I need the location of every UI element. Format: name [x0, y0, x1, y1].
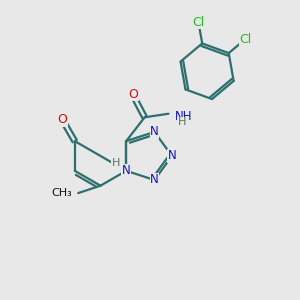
Text: NH: NH	[175, 110, 193, 123]
Text: N: N	[150, 173, 159, 187]
Text: N: N	[122, 164, 130, 177]
Text: CH₃: CH₃	[51, 188, 72, 198]
Text: Cl: Cl	[239, 33, 251, 46]
Text: O: O	[57, 113, 67, 126]
Text: H: H	[112, 158, 120, 168]
Text: N: N	[168, 149, 176, 162]
Text: Cl: Cl	[192, 16, 205, 28]
Text: O: O	[128, 88, 138, 100]
Text: H: H	[178, 117, 186, 127]
Text: N: N	[150, 125, 159, 138]
